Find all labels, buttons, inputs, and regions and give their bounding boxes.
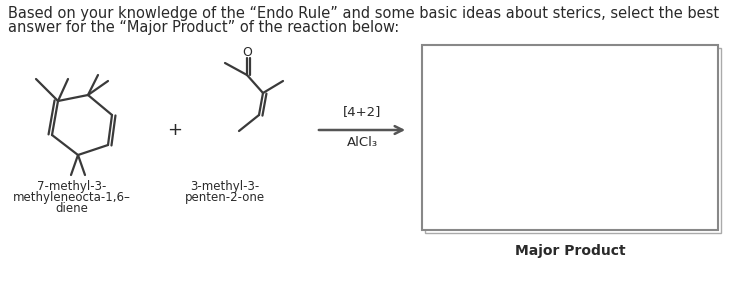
Text: Based on your knowledge of the “Endo Rule” and some basic ideas about sterics, s: Based on your knowledge of the “Endo Rul… xyxy=(8,6,719,21)
Text: O: O xyxy=(242,46,252,58)
Text: diene: diene xyxy=(55,202,89,215)
Bar xyxy=(422,45,718,230)
Text: AlCl₃: AlCl₃ xyxy=(346,136,378,149)
Text: 3-methyl-3-: 3-methyl-3- xyxy=(190,180,260,193)
Text: Major Product: Major Product xyxy=(514,244,625,258)
Text: penten-2-one: penten-2-one xyxy=(185,191,265,204)
Text: +: + xyxy=(168,121,182,139)
Text: answer for the “Major Product” of the reaction below:: answer for the “Major Product” of the re… xyxy=(8,20,399,35)
Bar xyxy=(425,48,721,233)
Text: 7-methyl-3-: 7-methyl-3- xyxy=(38,180,107,193)
Text: [4+2]: [4+2] xyxy=(343,105,382,118)
Text: methyleneocta-1,6–: methyleneocta-1,6– xyxy=(13,191,131,204)
